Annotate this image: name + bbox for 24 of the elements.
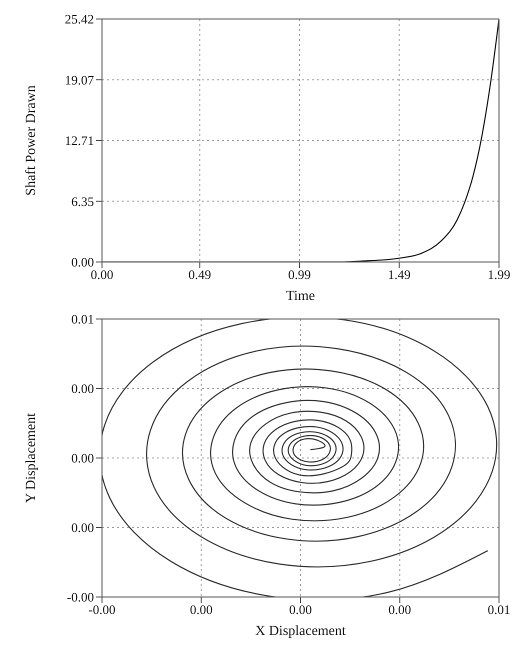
x-axis-title: X Displacement xyxy=(255,624,346,639)
x-tick-label: 0.00 xyxy=(388,602,412,618)
x-tick-label: 0.01 xyxy=(488,602,510,618)
x-tick-label: 0.99 xyxy=(288,267,311,282)
y-tick-label: 0.00 xyxy=(71,520,94,536)
y-tick-label: -0.00 xyxy=(66,590,94,605)
y-tick-label: 25.42 xyxy=(64,12,94,27)
x-tick-label: 0.00 xyxy=(90,267,114,282)
x-tick-label: 0.49 xyxy=(188,267,212,282)
x-tick-label: 1.99 xyxy=(488,267,510,282)
x-tick-label: -0.00 xyxy=(88,602,116,618)
x-axis-title: Time xyxy=(286,289,316,304)
y-tick-label: 0.00 xyxy=(71,254,94,270)
y-tick-label: 0.01 xyxy=(71,312,94,327)
y-axis-title: Shaft Power Drawn xyxy=(24,85,39,196)
y-axis-title: Y Displacement xyxy=(24,412,39,504)
x-tick-label: 0.00 xyxy=(289,602,312,618)
y-tick-label: 0.00 xyxy=(71,381,94,396)
y-tick-label: 12.71 xyxy=(64,133,94,148)
x-tick-label: 1.49 xyxy=(388,267,411,282)
x-tick-label: 0.00 xyxy=(190,602,213,618)
y-tick-label: 19.07 xyxy=(64,72,94,88)
y-tick-label: 0.00 xyxy=(71,450,94,466)
y-tick-label: 6.35 xyxy=(71,194,94,209)
